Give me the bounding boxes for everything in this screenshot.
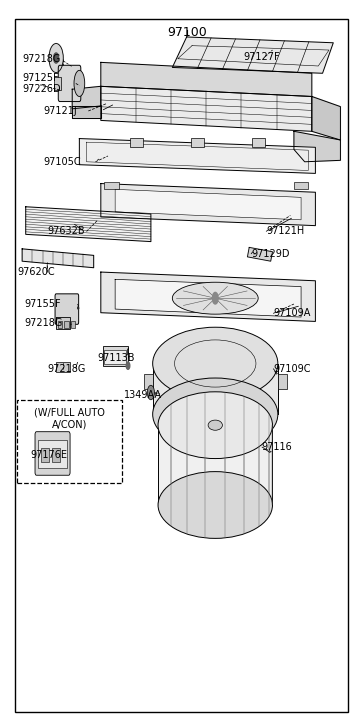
Polygon shape bbox=[72, 106, 101, 119]
Bar bbox=[153, 364, 278, 414]
Text: 97116: 97116 bbox=[262, 442, 293, 452]
Bar bbox=[191, 138, 204, 148]
Text: 97176E: 97176E bbox=[30, 450, 67, 460]
Text: 97113B: 97113B bbox=[97, 353, 135, 363]
Polygon shape bbox=[101, 63, 312, 97]
Bar bbox=[252, 138, 265, 148]
Text: 97218G: 97218G bbox=[24, 318, 62, 328]
Bar bbox=[56, 317, 70, 329]
Circle shape bbox=[126, 362, 130, 369]
Bar bbox=[41, 448, 48, 462]
Polygon shape bbox=[115, 279, 301, 317]
Text: 97127F: 97127F bbox=[244, 52, 280, 62]
Text: 97632B: 97632B bbox=[47, 226, 85, 236]
Ellipse shape bbox=[153, 327, 278, 400]
Text: 97121J: 97121J bbox=[43, 106, 77, 116]
Polygon shape bbox=[79, 139, 316, 174]
Bar bbox=[17, 400, 122, 483]
Circle shape bbox=[53, 53, 59, 63]
Bar bbox=[64, 321, 69, 328]
Circle shape bbox=[147, 385, 154, 400]
Polygon shape bbox=[247, 247, 272, 261]
Text: 97129D: 97129D bbox=[251, 249, 289, 259]
Polygon shape bbox=[26, 206, 151, 241]
Ellipse shape bbox=[208, 420, 223, 430]
Bar bbox=[58, 321, 62, 328]
Polygon shape bbox=[72, 87, 101, 109]
Text: 97155F: 97155F bbox=[24, 299, 61, 309]
Circle shape bbox=[213, 292, 218, 304]
Text: 1349AA: 1349AA bbox=[124, 390, 162, 400]
Text: 97100: 97100 bbox=[167, 26, 206, 39]
Bar bbox=[56, 362, 70, 372]
Bar bbox=[54, 77, 61, 90]
Bar bbox=[104, 182, 119, 189]
Ellipse shape bbox=[158, 392, 272, 459]
Ellipse shape bbox=[74, 71, 85, 97]
Bar bbox=[71, 321, 75, 328]
Polygon shape bbox=[312, 97, 340, 140]
Text: 97125F: 97125F bbox=[23, 73, 60, 84]
Ellipse shape bbox=[158, 472, 272, 539]
Text: 97218G: 97218G bbox=[23, 54, 61, 64]
Text: 97121H: 97121H bbox=[266, 226, 304, 236]
Bar bbox=[278, 374, 287, 389]
FancyBboxPatch shape bbox=[35, 432, 70, 475]
Text: 97109A: 97109A bbox=[273, 308, 311, 318]
Text: 97218G: 97218G bbox=[47, 364, 85, 374]
Polygon shape bbox=[101, 87, 312, 132]
Ellipse shape bbox=[172, 282, 258, 314]
Bar bbox=[38, 441, 67, 468]
Polygon shape bbox=[22, 249, 94, 268]
Bar bbox=[103, 346, 128, 366]
Bar bbox=[104, 350, 126, 364]
Ellipse shape bbox=[153, 378, 278, 451]
Polygon shape bbox=[101, 183, 316, 225]
Polygon shape bbox=[172, 37, 333, 73]
FancyBboxPatch shape bbox=[55, 294, 79, 324]
Text: (W/FULL AUTO
A/CON): (W/FULL AUTO A/CON) bbox=[34, 407, 105, 430]
Bar bbox=[144, 374, 153, 389]
Bar bbox=[130, 138, 143, 148]
Text: 97226D: 97226D bbox=[23, 84, 61, 95]
Polygon shape bbox=[197, 336, 244, 349]
Text: 97109C: 97109C bbox=[273, 364, 311, 374]
Polygon shape bbox=[294, 132, 340, 162]
Text: 97105C: 97105C bbox=[43, 157, 80, 166]
Polygon shape bbox=[115, 189, 301, 220]
FancyBboxPatch shape bbox=[58, 65, 81, 102]
Text: 97620C: 97620C bbox=[18, 267, 56, 277]
Bar bbox=[294, 182, 308, 189]
Circle shape bbox=[49, 44, 63, 73]
Bar bbox=[52, 448, 60, 462]
Polygon shape bbox=[101, 272, 316, 321]
Bar bbox=[158, 425, 272, 505]
